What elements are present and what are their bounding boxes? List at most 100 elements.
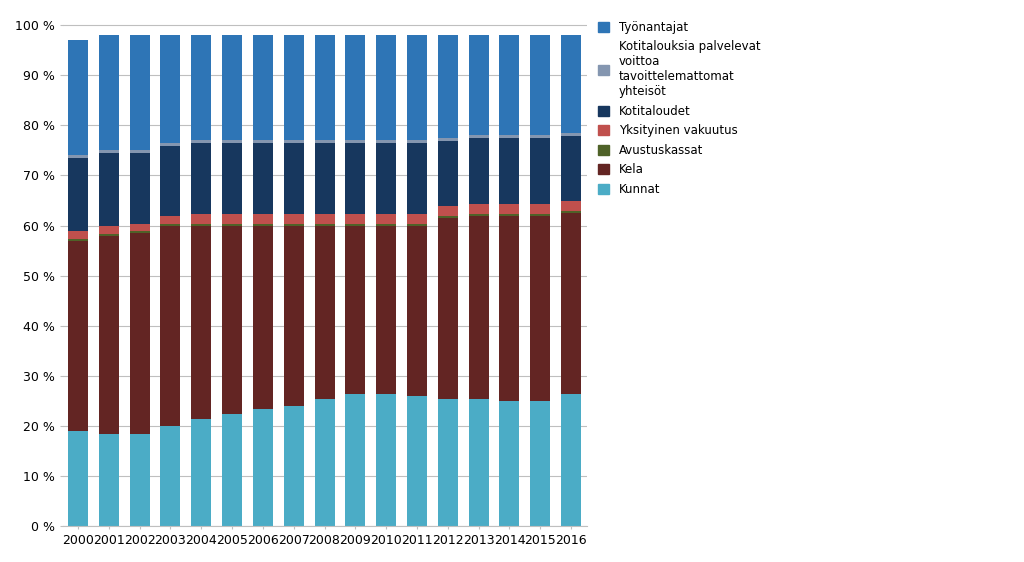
Bar: [407, 214, 427, 224]
Bar: [530, 216, 550, 401]
Bar: [68, 158, 88, 231]
Bar: [345, 224, 366, 225]
Bar: [253, 409, 272, 527]
Bar: [438, 206, 458, 216]
Bar: [130, 231, 150, 233]
Bar: [469, 135, 488, 138]
Bar: [500, 214, 519, 216]
Bar: [530, 35, 550, 135]
Bar: [68, 431, 88, 527]
Bar: [500, 135, 519, 138]
Bar: [376, 225, 396, 393]
Bar: [438, 216, 458, 218]
Bar: [130, 35, 150, 151]
Bar: [314, 35, 335, 140]
Bar: [561, 393, 582, 527]
Bar: [98, 226, 119, 234]
Bar: [191, 225, 211, 419]
Bar: [469, 203, 488, 214]
Bar: [98, 151, 119, 153]
Bar: [191, 140, 211, 143]
Bar: [500, 401, 519, 527]
Bar: [376, 140, 396, 143]
Bar: [98, 153, 119, 226]
Bar: [98, 234, 119, 235]
Bar: [284, 143, 304, 214]
Bar: [376, 393, 396, 527]
Bar: [438, 138, 458, 141]
Bar: [345, 393, 366, 527]
Bar: [130, 224, 150, 231]
Bar: [376, 35, 396, 140]
Bar: [561, 211, 582, 213]
Bar: [253, 224, 272, 225]
Bar: [376, 224, 396, 225]
Bar: [345, 140, 366, 143]
Bar: [314, 225, 335, 398]
Bar: [407, 224, 427, 225]
Bar: [222, 35, 242, 140]
Legend: Työnantajat, Kotitalouksia palvelevat
voittoa
tavoittelemattomat
yhteisöt, Kotit: Työnantajat, Kotitalouksia palvelevat vo…: [598, 21, 761, 196]
Bar: [222, 143, 242, 214]
Bar: [561, 213, 582, 393]
Bar: [130, 233, 150, 434]
Bar: [376, 143, 396, 214]
Bar: [130, 434, 150, 527]
Bar: [314, 140, 335, 143]
Bar: [98, 235, 119, 434]
Bar: [161, 224, 180, 225]
Bar: [500, 216, 519, 401]
Bar: [314, 224, 335, 225]
Bar: [314, 398, 335, 527]
Bar: [561, 201, 582, 211]
Bar: [161, 35, 180, 143]
Bar: [500, 35, 519, 135]
Bar: [284, 225, 304, 406]
Bar: [191, 224, 211, 225]
Bar: [161, 143, 180, 146]
Bar: [561, 136, 582, 201]
Bar: [407, 35, 427, 140]
Bar: [253, 143, 272, 214]
Bar: [191, 35, 211, 140]
Bar: [191, 214, 211, 224]
Bar: [469, 216, 488, 398]
Bar: [345, 143, 366, 214]
Bar: [561, 35, 582, 133]
Bar: [284, 214, 304, 224]
Bar: [130, 151, 150, 153]
Bar: [253, 140, 272, 143]
Bar: [161, 216, 180, 224]
Bar: [530, 138, 550, 203]
Bar: [314, 214, 335, 224]
Bar: [314, 143, 335, 214]
Bar: [253, 214, 272, 224]
Bar: [530, 135, 550, 138]
Bar: [222, 214, 242, 224]
Bar: [222, 225, 242, 414]
Bar: [253, 35, 272, 140]
Bar: [438, 35, 458, 138]
Bar: [98, 35, 119, 151]
Bar: [161, 225, 180, 426]
Bar: [345, 214, 366, 224]
Bar: [438, 218, 458, 398]
Bar: [68, 239, 88, 241]
Bar: [68, 241, 88, 431]
Bar: [438, 398, 458, 527]
Bar: [530, 214, 550, 216]
Bar: [222, 224, 242, 225]
Bar: [222, 414, 242, 527]
Bar: [561, 133, 582, 136]
Bar: [284, 406, 304, 527]
Bar: [469, 214, 488, 216]
Bar: [407, 143, 427, 214]
Bar: [284, 224, 304, 225]
Bar: [68, 231, 88, 239]
Bar: [469, 398, 488, 527]
Bar: [345, 225, 366, 393]
Bar: [469, 138, 488, 203]
Bar: [407, 140, 427, 143]
Bar: [438, 141, 458, 206]
Bar: [407, 396, 427, 527]
